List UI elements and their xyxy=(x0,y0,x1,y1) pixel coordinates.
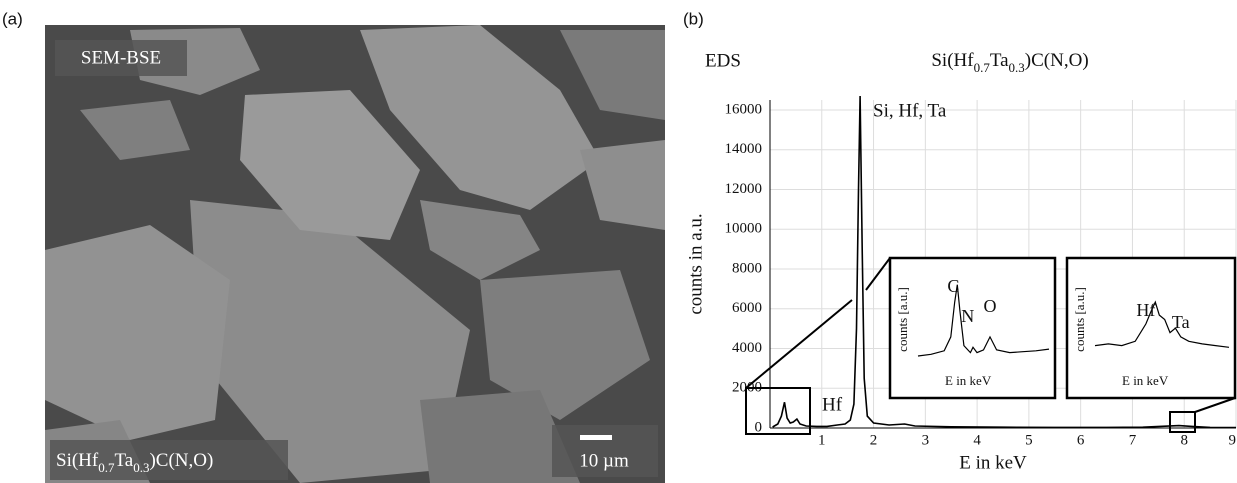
text-part: 0.3 xyxy=(1009,60,1025,75)
zoom-box xyxy=(1170,412,1195,432)
annotation: Si, Hf, Ta xyxy=(873,100,947,121)
panel-label: (b) xyxy=(683,9,704,28)
y-tick-label: 14000 xyxy=(725,141,763,157)
scale-bar-label: 10 µm xyxy=(579,450,629,471)
inset-x-label: E in keV xyxy=(945,373,992,388)
x-tick-label: 7 xyxy=(1129,432,1137,448)
x-tick-label: 2 xyxy=(870,432,878,448)
figure: (a) (b) SEM-BSE Si(Hf0.7Ta0.3)C(N,O) 10 … xyxy=(0,0,1237,483)
text-part: Si(Hf xyxy=(56,450,99,471)
text-part: Ta xyxy=(114,450,133,471)
x-tick-label: 5 xyxy=(1025,432,1033,448)
peak-label: C xyxy=(947,276,959,296)
peak-label: Ta xyxy=(1172,312,1190,332)
peak-label: O xyxy=(984,296,997,316)
x-axis-label: E in keV xyxy=(959,452,1027,473)
x-tick-label: 3 xyxy=(922,432,930,448)
text-part: 0.3 xyxy=(133,460,149,475)
image-label: SEM-BSE xyxy=(81,47,161,68)
text-part: Ta xyxy=(990,50,1009,71)
annotation: Hf xyxy=(822,394,843,415)
connector xyxy=(866,258,890,290)
peak-label: Hf xyxy=(1136,300,1155,320)
y-tick-label: 8000 xyxy=(732,260,762,276)
inset-x-label: E in keV xyxy=(1122,373,1169,388)
text-part: 0.7 xyxy=(974,60,991,75)
corner-label: EDS xyxy=(705,50,741,71)
text-part: )C(N,O) xyxy=(149,450,213,471)
y-tick-label: 16000 xyxy=(725,101,763,117)
x-tick-label: 9 xyxy=(1229,432,1237,448)
x-tick-label: 6 xyxy=(1077,432,1085,448)
sem-image: SEM-BSE Si(Hf0.7Ta0.3)C(N,O) 10 µm xyxy=(45,25,665,483)
y-tick-label: 12000 xyxy=(725,181,763,197)
y-tick-label: 10000 xyxy=(725,221,763,237)
inset-y-label: counts [a.u.] xyxy=(1072,287,1087,352)
x-tick-label: 1 xyxy=(818,432,826,448)
x-tick-label: 8 xyxy=(1180,432,1188,448)
inset-y-label: counts [a.u.] xyxy=(895,287,910,352)
peak-label: N xyxy=(961,306,974,326)
connector xyxy=(1195,398,1235,412)
text-part: Si(Hf xyxy=(931,50,974,71)
x-tick-label: 4 xyxy=(973,432,981,448)
text-part: 0.7 xyxy=(98,460,115,475)
y-tick-label: 6000 xyxy=(732,300,762,316)
chart-title: Si(Hf0.7Ta0.3)C(N,O) xyxy=(931,50,1088,75)
y-tick-label: 4000 xyxy=(732,340,762,356)
panel-label: (a) xyxy=(2,9,23,28)
text-part: )C(N,O) xyxy=(1025,50,1089,71)
y-axis-label: counts in a.u. xyxy=(685,213,706,314)
